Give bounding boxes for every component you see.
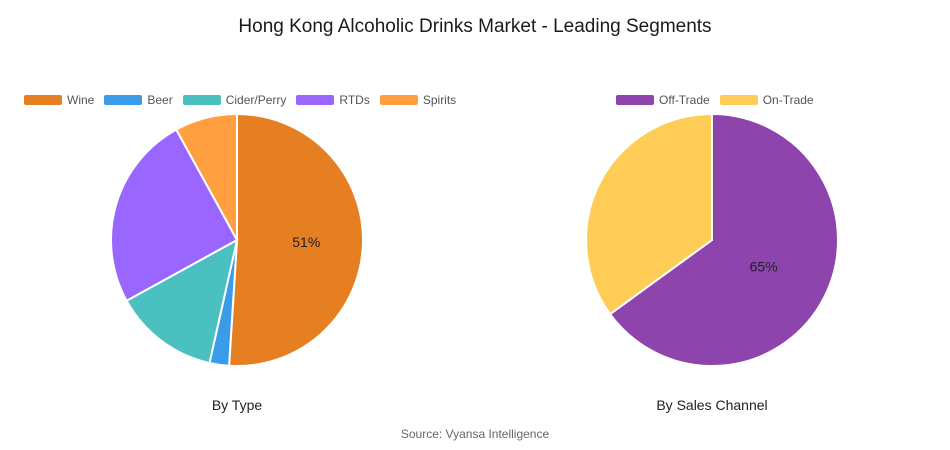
chart-title: Hong Kong Alcoholic Drinks Market - Lead… <box>238 16 712 37</box>
legend-label: Cider/Perry <box>225 93 287 107</box>
source-note: Source: Vyansa Intelligence <box>400 427 550 441</box>
legend-label: Off-Trade <box>659 93 710 107</box>
legend-item-on-trade[interactable]: On-Trade <box>719 93 814 107</box>
legend-label: On-Trade <box>762 93 814 107</box>
legend-swatch <box>719 95 758 105</box>
legend-swatch <box>24 95 62 105</box>
legend-item-cider-perry[interactable]: Cider/Perry <box>182 93 287 107</box>
subtitle-by-sales-channel: By Sales Channel <box>656 397 768 413</box>
legend-swatch <box>616 95 654 105</box>
legend-item-spirits[interactable]: Spirits <box>379 93 457 107</box>
pie-slice-off-trade[interactable] <box>608 112 839 367</box>
legend-item-off-trade[interactable]: Off-Trade <box>616 93 710 107</box>
legend-label: Wine <box>67 93 95 107</box>
legend-item-wine[interactable]: Wine <box>24 93 94 107</box>
data-label: 51% <box>292 234 320 250</box>
legend-swatch <box>296 95 335 105</box>
legend-swatch <box>182 95 221 105</box>
legend-item-beer[interactable]: Beer <box>104 93 173 107</box>
pie-slice-wine[interactable] <box>228 112 364 367</box>
subtitle-by-type: By Type <box>211 397 263 413</box>
legend-label: RTDs <box>339 93 370 107</box>
pie-slice-rtds[interactable] <box>110 128 239 303</box>
legend-swatch <box>104 95 143 105</box>
legend-by-sales-channel: Off-Trade On-Trade <box>616 92 814 108</box>
legend-label: Spirits <box>422 93 457 107</box>
pie-slice-spirits[interactable] <box>174 112 238 241</box>
pie-slice-cider-perry[interactable] <box>125 238 239 365</box>
legend-by-type: Wine Beer Cider/Perry RTDs Spirits <box>24 92 456 108</box>
legend-item-rtds[interactable]: RTDs <box>296 93 370 107</box>
data-label: 65% <box>750 258 778 274</box>
pie-slice-on-trade[interactable] <box>585 112 713 316</box>
legend-swatch <box>379 95 418 105</box>
legend-label: Beer <box>147 93 173 107</box>
